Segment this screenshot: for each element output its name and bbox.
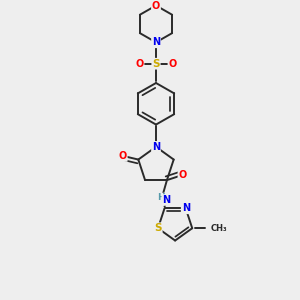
Text: N: N: [152, 142, 160, 152]
Text: O: O: [135, 59, 144, 69]
Text: CH₃: CH₃: [210, 224, 227, 233]
Text: O: O: [178, 170, 187, 180]
Text: O: O: [118, 151, 127, 161]
Text: O: O: [168, 59, 177, 69]
Text: N: N: [152, 37, 160, 47]
Text: S: S: [154, 223, 162, 233]
Text: S: S: [152, 59, 160, 69]
Text: H: H: [157, 194, 165, 202]
Text: N: N: [182, 203, 190, 213]
Text: N: N: [162, 195, 170, 205]
Text: O: O: [152, 1, 160, 10]
